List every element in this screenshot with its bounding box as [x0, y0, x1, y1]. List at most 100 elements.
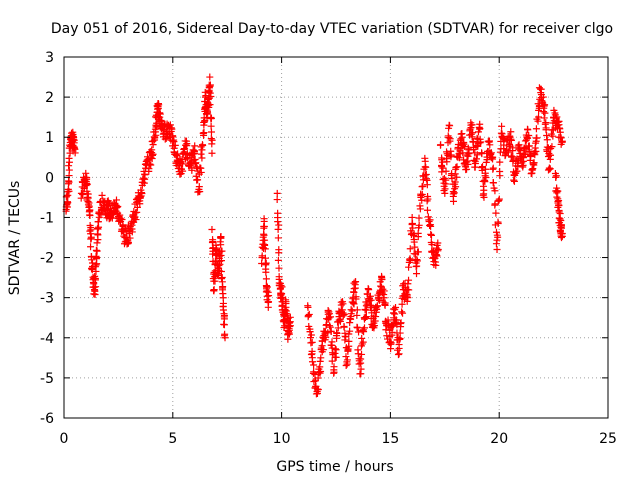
data-point-fill	[274, 218, 282, 226]
data-point	[373, 302, 381, 310]
data-point-fill	[452, 163, 460, 171]
data-point-fill	[394, 346, 402, 354]
data-point	[365, 286, 373, 294]
data-point	[408, 213, 416, 221]
data-point-fill	[87, 226, 95, 234]
data-point-fill	[404, 280, 412, 288]
data-point-fill	[453, 173, 461, 181]
data-point-fill	[328, 357, 336, 365]
data-point-fill	[342, 362, 350, 370]
data-point-fill	[513, 167, 521, 175]
data-point-fill	[112, 196, 120, 204]
data-point-fill	[192, 159, 200, 167]
data-point	[493, 246, 501, 254]
data-point-fill	[324, 306, 332, 314]
data-point-fill	[375, 296, 383, 304]
data-point-fill	[197, 168, 205, 176]
data-point-fill	[273, 196, 281, 204]
data-point-fill	[357, 365, 365, 373]
data-point-fill	[149, 150, 157, 158]
data-point-fill	[206, 101, 214, 109]
data-point-fill	[520, 145, 528, 153]
data-point-fill	[330, 363, 338, 371]
data-point-fill	[324, 329, 332, 337]
data-point-fill	[332, 353, 340, 361]
data-point-fill	[453, 163, 461, 171]
data-point	[558, 229, 566, 237]
data-point-fill	[388, 331, 396, 339]
data-point-fill	[538, 97, 546, 105]
data-point-fill	[482, 173, 490, 181]
data-point-fill	[449, 188, 457, 196]
data-point-fill	[327, 313, 335, 321]
data-point-fill	[275, 249, 283, 257]
data-point-fill	[149, 141, 157, 149]
data-point-fill	[482, 165, 490, 173]
data-point-fill	[207, 114, 215, 122]
data-point-fill	[83, 174, 91, 182]
data-point-fill	[326, 322, 334, 330]
data-point-fill	[535, 113, 543, 121]
data-point-fill	[399, 309, 407, 317]
data-point-fill	[448, 175, 456, 183]
y-tick-label: -2	[40, 251, 54, 267]
data-point-fill	[357, 355, 365, 363]
data-point	[156, 113, 164, 121]
data-point-fill	[381, 301, 389, 309]
data-point-fill	[427, 231, 435, 239]
data-point-fill	[344, 346, 352, 354]
data-point-fill	[207, 92, 215, 100]
data-point-fill	[326, 323, 334, 331]
data-point-fill	[507, 152, 515, 160]
data-point-fill	[507, 135, 515, 143]
data-point-fill	[380, 291, 388, 299]
data-point	[480, 193, 488, 201]
data-point-fill	[546, 165, 554, 173]
data-point-fill	[553, 187, 561, 195]
data-point-fill	[93, 260, 101, 268]
data-point-fill	[260, 223, 268, 231]
data-point	[204, 109, 212, 117]
data-point-fill	[509, 147, 517, 155]
data-point-fill	[473, 134, 481, 142]
data-point-fill	[206, 81, 214, 89]
data-point-fill	[372, 313, 380, 321]
data-point-fill	[331, 349, 339, 357]
data-point	[497, 129, 505, 137]
data-point-fill	[371, 322, 379, 330]
data-point-fill	[489, 179, 497, 187]
data-point-fill	[398, 308, 406, 316]
data-point-fill	[493, 231, 501, 239]
data-point-fill	[116, 211, 124, 219]
data-point-fill	[218, 278, 226, 286]
data-point-fill	[406, 245, 414, 253]
data-point-fill	[405, 263, 413, 271]
data-point-fill	[434, 239, 442, 247]
data-point	[541, 109, 549, 117]
data-point-fill	[280, 324, 288, 332]
data-point-fill	[446, 122, 454, 130]
data-point-fill	[333, 329, 341, 337]
data-point-fill	[542, 124, 550, 132]
data-point-fill	[351, 284, 359, 292]
data-point-fill	[532, 125, 540, 133]
data-point-fill	[398, 300, 406, 308]
data-point-fill	[84, 194, 92, 202]
data-point	[352, 278, 360, 286]
data-point	[489, 153, 497, 161]
data-point-fill	[392, 304, 400, 312]
data-point	[325, 310, 333, 318]
data-point-fill	[199, 142, 207, 150]
data-point	[510, 177, 518, 185]
data-point-fill	[136, 193, 144, 201]
data-point-fill	[198, 146, 206, 154]
data-point-fill	[525, 132, 533, 140]
data-point-fill	[413, 257, 421, 265]
data-point-fill	[557, 222, 565, 230]
data-point-fill	[339, 312, 347, 320]
data-point-fill	[346, 327, 354, 335]
data-point-fill	[476, 139, 484, 147]
data-point-fill	[470, 146, 478, 154]
data-point	[558, 137, 566, 145]
data-point-fill	[546, 155, 554, 163]
